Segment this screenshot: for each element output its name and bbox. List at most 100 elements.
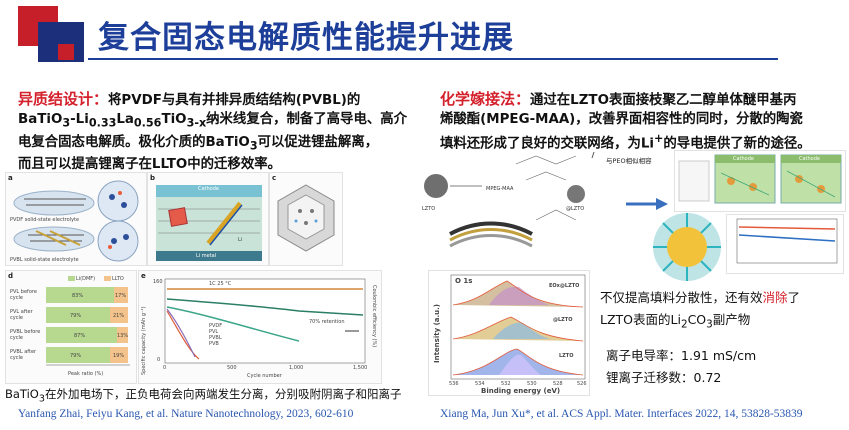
note1-red: 消除 — [762, 290, 788, 305]
fig-e-retention: 70% retention — [309, 319, 345, 325]
fig-e-temp: 1C 25 °C — [209, 281, 232, 287]
caption-b: 在外加电场下，正负电荷会向两端发生分离，分别吸附阴离子和阳离子 — [44, 387, 402, 401]
fig-d-value: 79% — [70, 313, 82, 319]
right-reference: Xiang Ma, Jun Xu*, et al. ACS Appl. Mate… — [440, 408, 803, 420]
svg-text:@LZTO: @LZTO — [566, 206, 584, 212]
left-line3-b: 可以促进锂盐解离， — [257, 134, 379, 150]
sub: 3 — [249, 139, 258, 153]
fig-e-xtick: 1,500 — [353, 365, 368, 371]
figure-panel-d: d Li(DMF) LLTO PVL before cycle PVL afte… — [5, 270, 137, 384]
fig-e-ytick: 160 — [153, 279, 163, 285]
title-underline — [88, 58, 778, 60]
sub: 3 — [706, 318, 713, 331]
fig-d-row-label: PVL after cycle — [10, 309, 33, 321]
fig-e-legend: PVDF — [209, 323, 223, 329]
xps-label: EOx@LZTO — [549, 283, 580, 289]
left-line1: 将PVDF与具有并排异质结结构(PVBL)的 — [108, 93, 361, 108]
cathode-label-1: Cathode — [733, 156, 754, 162]
left-reference: Yanfang Zhai, Feiyu Kang, et al. Nature … — [18, 408, 354, 420]
figure-scheme: LZTO MPEG-MAA @LZTO 与PEO相似相容 — [416, 150, 674, 258]
scheme-graphic: LZTO MPEG-MAA @LZTO — [422, 151, 668, 248]
xps-label: LZTO — [559, 353, 574, 359]
note2-a: LZTO表面的Li — [600, 312, 681, 327]
transference-value: 0.72 — [693, 370, 722, 385]
figure-a-graphic — [13, 180, 139, 262]
cathode-label-2: Cathode — [799, 156, 820, 162]
figure-d-graphic — [46, 276, 130, 366]
note-line2: LZTO表面的Li2CO3副产物 — [600, 310, 750, 335]
left-line2-b: -Li — [70, 112, 89, 127]
conductivity-label: 离子电导率： — [606, 348, 682, 363]
fig-e-pvb-line — [166, 306, 300, 342]
left-line2-d: TiO — [161, 112, 187, 127]
left-line4: 而且可以提高锂离子在LLTO中的迁移效率。 — [18, 157, 282, 173]
conductivity-value: 1.91 mS/cm — [681, 348, 757, 363]
xps-xtick: 528 — [553, 381, 563, 387]
sub: 3-x — [186, 116, 207, 130]
fig-e-pvbl-line — [166, 298, 364, 316]
figure-e-graphic — [164, 278, 366, 364]
fig-d-row-label: PVL before cycle — [10, 289, 37, 301]
fig-d-legend-1: Li(DMF) — [76, 276, 96, 282]
fig-d-value: 83% — [72, 293, 84, 299]
figure-c-graphic — [277, 184, 335, 252]
xps-title: O 1s — [455, 277, 473, 285]
xps-xtick: 534 — [475, 381, 485, 387]
note1-a: 不仅提高填料分散性，还有效 — [600, 290, 763, 305]
fig-d-value: 13% — [117, 333, 129, 339]
left-heading: 异质结设计： — [18, 90, 109, 108]
note2-b: CO — [687, 312, 707, 327]
fig-e-xtick: 1,000 — [289, 365, 304, 371]
fig-e-xtick: 0 — [163, 365, 167, 371]
slide-title: 复合固态电解质性能提升进展 — [98, 20, 514, 56]
fig-e-legend: PVB — [209, 341, 219, 347]
fig-a-text-2: PVBL solid-state electrolyte — [10, 257, 79, 263]
fig-d-value: 19% — [113, 353, 125, 359]
right-line3-a: 填料还形成了良好的交联网络，为Li — [440, 136, 654, 152]
fig-d-value: 87% — [74, 333, 86, 339]
xps-ylabel: Intensity (a.u.) — [433, 303, 441, 363]
figure-xps: O 1s EOx@LZTO @LZTO LZTO 536 534 532 530… — [428, 270, 590, 396]
xps-xtick: 532 — [501, 381, 511, 387]
left-paragraph: 异质结设计：将PVDF与具有并排异质结结构(PVBL)的 BaTiO 3 -Li 0.… — [18, 90, 418, 174]
fig-e-xtick: 500 — [227, 365, 237, 371]
fig-e-y2label: Coulombic efficiency (%) — [371, 285, 377, 348]
panel-label-a: a — [8, 174, 13, 182]
fig-d-row-label: PVBL after cycle — [10, 349, 37, 361]
fig-d-bars — [46, 287, 128, 363]
fig-d-value: 21% — [113, 313, 125, 319]
fig-e-pvl-line — [166, 308, 196, 358]
xps-xtick: 530 — [527, 381, 537, 387]
capacity-chart-graphic — [736, 218, 838, 264]
left-line2-a: BaTiO — [18, 112, 63, 127]
figure-panel-c: c — [269, 172, 343, 266]
fig-e-legend: PVL — [209, 329, 219, 335]
fig-e-xlabel: Cycle number — [247, 373, 282, 379]
transference-line: 锂离子迁移数：0.72 — [606, 368, 721, 388]
fig-e-legend: PVBL — [209, 335, 222, 341]
fig-e-ytick: 0 — [157, 357, 161, 363]
sub: 0.56 — [133, 116, 162, 130]
right-line2: 烯酸酯(MPEG-MAA)，改善界面相容性的同时，分散的陶瓷 — [440, 112, 803, 127]
fig-d-value: 17% — [115, 293, 127, 299]
fig-b-chem: Li — [238, 237, 243, 243]
fig-d-xlabel: Peak ratio (%) — [68, 371, 104, 377]
sub: 2 — [680, 318, 688, 331]
left-line2-e: 纳米线复合，制备了高导电、高介 — [206, 112, 408, 127]
left-line3: 电复合固态电解质。极化介质的BaTiO — [18, 134, 250, 150]
conductivity-line: 离子电导率：1.91 mS/cm — [606, 346, 756, 366]
sub: 3 — [38, 393, 45, 405]
xps-graphic — [450, 274, 586, 380]
cathode-graphic — [678, 154, 842, 204]
figure-capacity-chart — [726, 214, 844, 274]
fig-a-text-1: PVDF solid-state electrolyte — [10, 217, 80, 223]
xps-xtick: 526 — [577, 381, 587, 387]
transference-label: 锂离子迁移数： — [606, 370, 694, 385]
note2-c: 副产物 — [712, 312, 751, 327]
fig-b-lithium: Li metal — [196, 253, 217, 259]
svg-text:MPEG-MAA: MPEG-MAA — [486, 186, 514, 192]
header-square-small-red — [58, 44, 74, 60]
figure-panel-b: b Cathode Li metal Li — [147, 172, 269, 266]
fig-d-legend-2: LLTO — [112, 276, 124, 282]
